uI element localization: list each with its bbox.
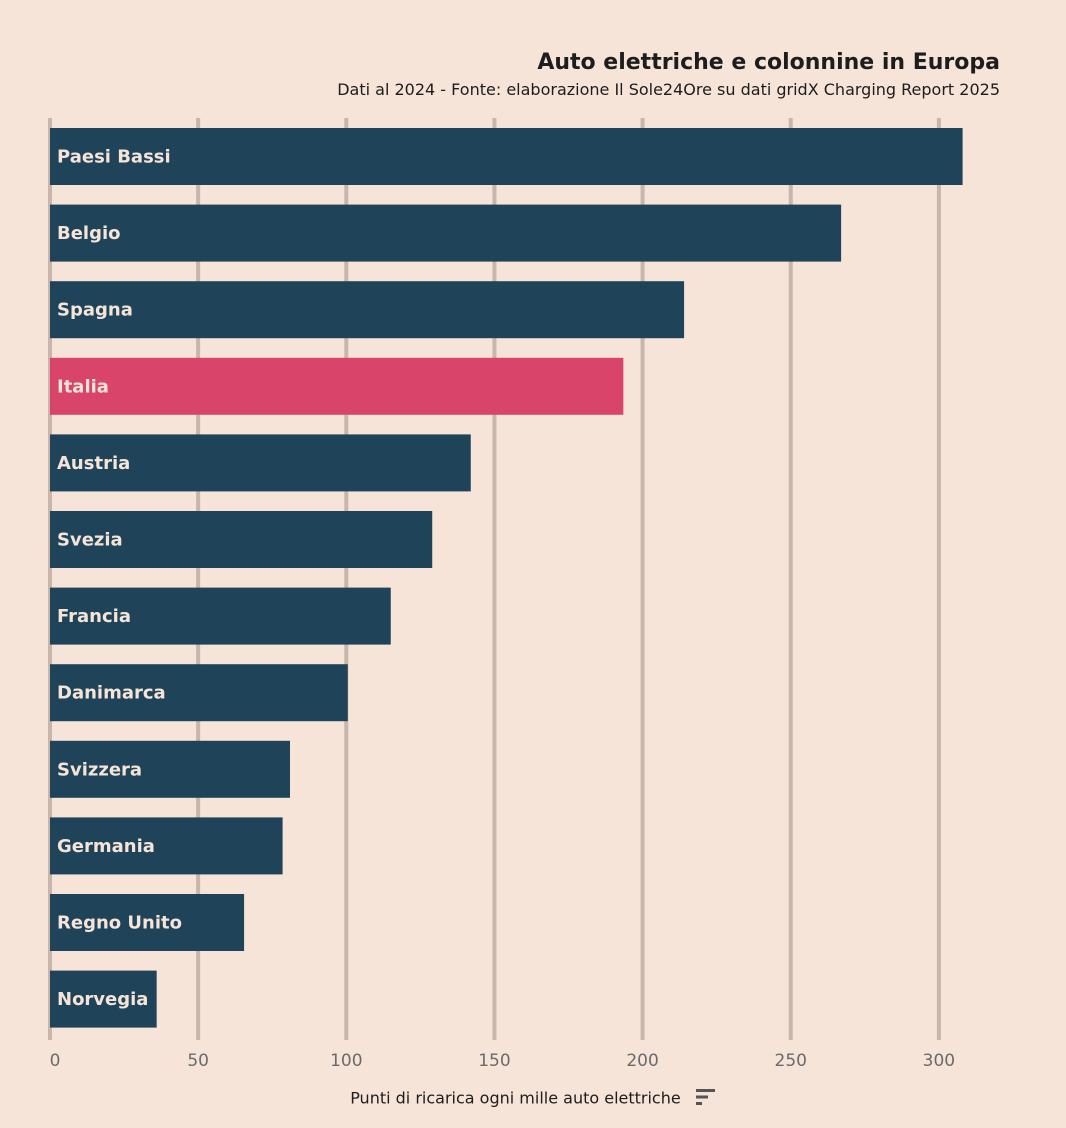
- bar-label: Francia: [57, 606, 131, 627]
- x-tick-label: 50: [187, 1051, 209, 1071]
- chart-subtitle: Dati al 2024 - Fonte: elaborazione Il So…: [337, 80, 1000, 99]
- bar: [50, 357, 624, 415]
- x-tick-label: 250: [775, 1051, 807, 1071]
- bar-label: Germania: [57, 836, 155, 857]
- sort-icon[interactable]: [695, 1088, 716, 1110]
- bar-label: Austria: [57, 453, 130, 474]
- bar: [50, 128, 963, 185]
- bar-label: Italia: [57, 376, 109, 397]
- x-tick-label: 300: [923, 1051, 955, 1071]
- x-tick-label: 200: [626, 1051, 658, 1071]
- chart-header: Auto elettriche e colonnine in Europa Da…: [40, 48, 1000, 108]
- bar-label: Svizzera: [57, 759, 142, 780]
- x-tick-label: 0: [50, 1051, 61, 1071]
- bar: [50, 434, 471, 492]
- x-axis-label-row: Punti di ricarica ogni mille auto elettr…: [0, 1088, 1066, 1110]
- x-tick-label: 150: [478, 1051, 510, 1071]
- bar-label: Regno Unito: [57, 913, 182, 934]
- bar: [50, 817, 283, 875]
- bar-label: Paesi Bassi: [57, 147, 171, 168]
- bar: [50, 511, 433, 568]
- chart-title: Auto elettriche e colonnine in Europa: [537, 50, 1000, 75]
- bar: [50, 281, 685, 339]
- bar: [50, 664, 348, 722]
- bar-label: Svezia: [57, 530, 123, 551]
- x-tick-label: 100: [330, 1051, 362, 1071]
- bar-label: Danimarca: [57, 683, 166, 704]
- x-axis-label: Punti di ricarica ogni mille auto elettr…: [350, 1088, 681, 1108]
- bar: [50, 894, 245, 951]
- bar-label: Spagna: [57, 300, 133, 321]
- bar-label: Norvegia: [57, 989, 148, 1010]
- bar: [50, 740, 291, 798]
- bar-label: Belgio: [57, 223, 121, 244]
- bar: [50, 204, 842, 262]
- bar: [50, 587, 391, 645]
- bar: [50, 970, 157, 1028]
